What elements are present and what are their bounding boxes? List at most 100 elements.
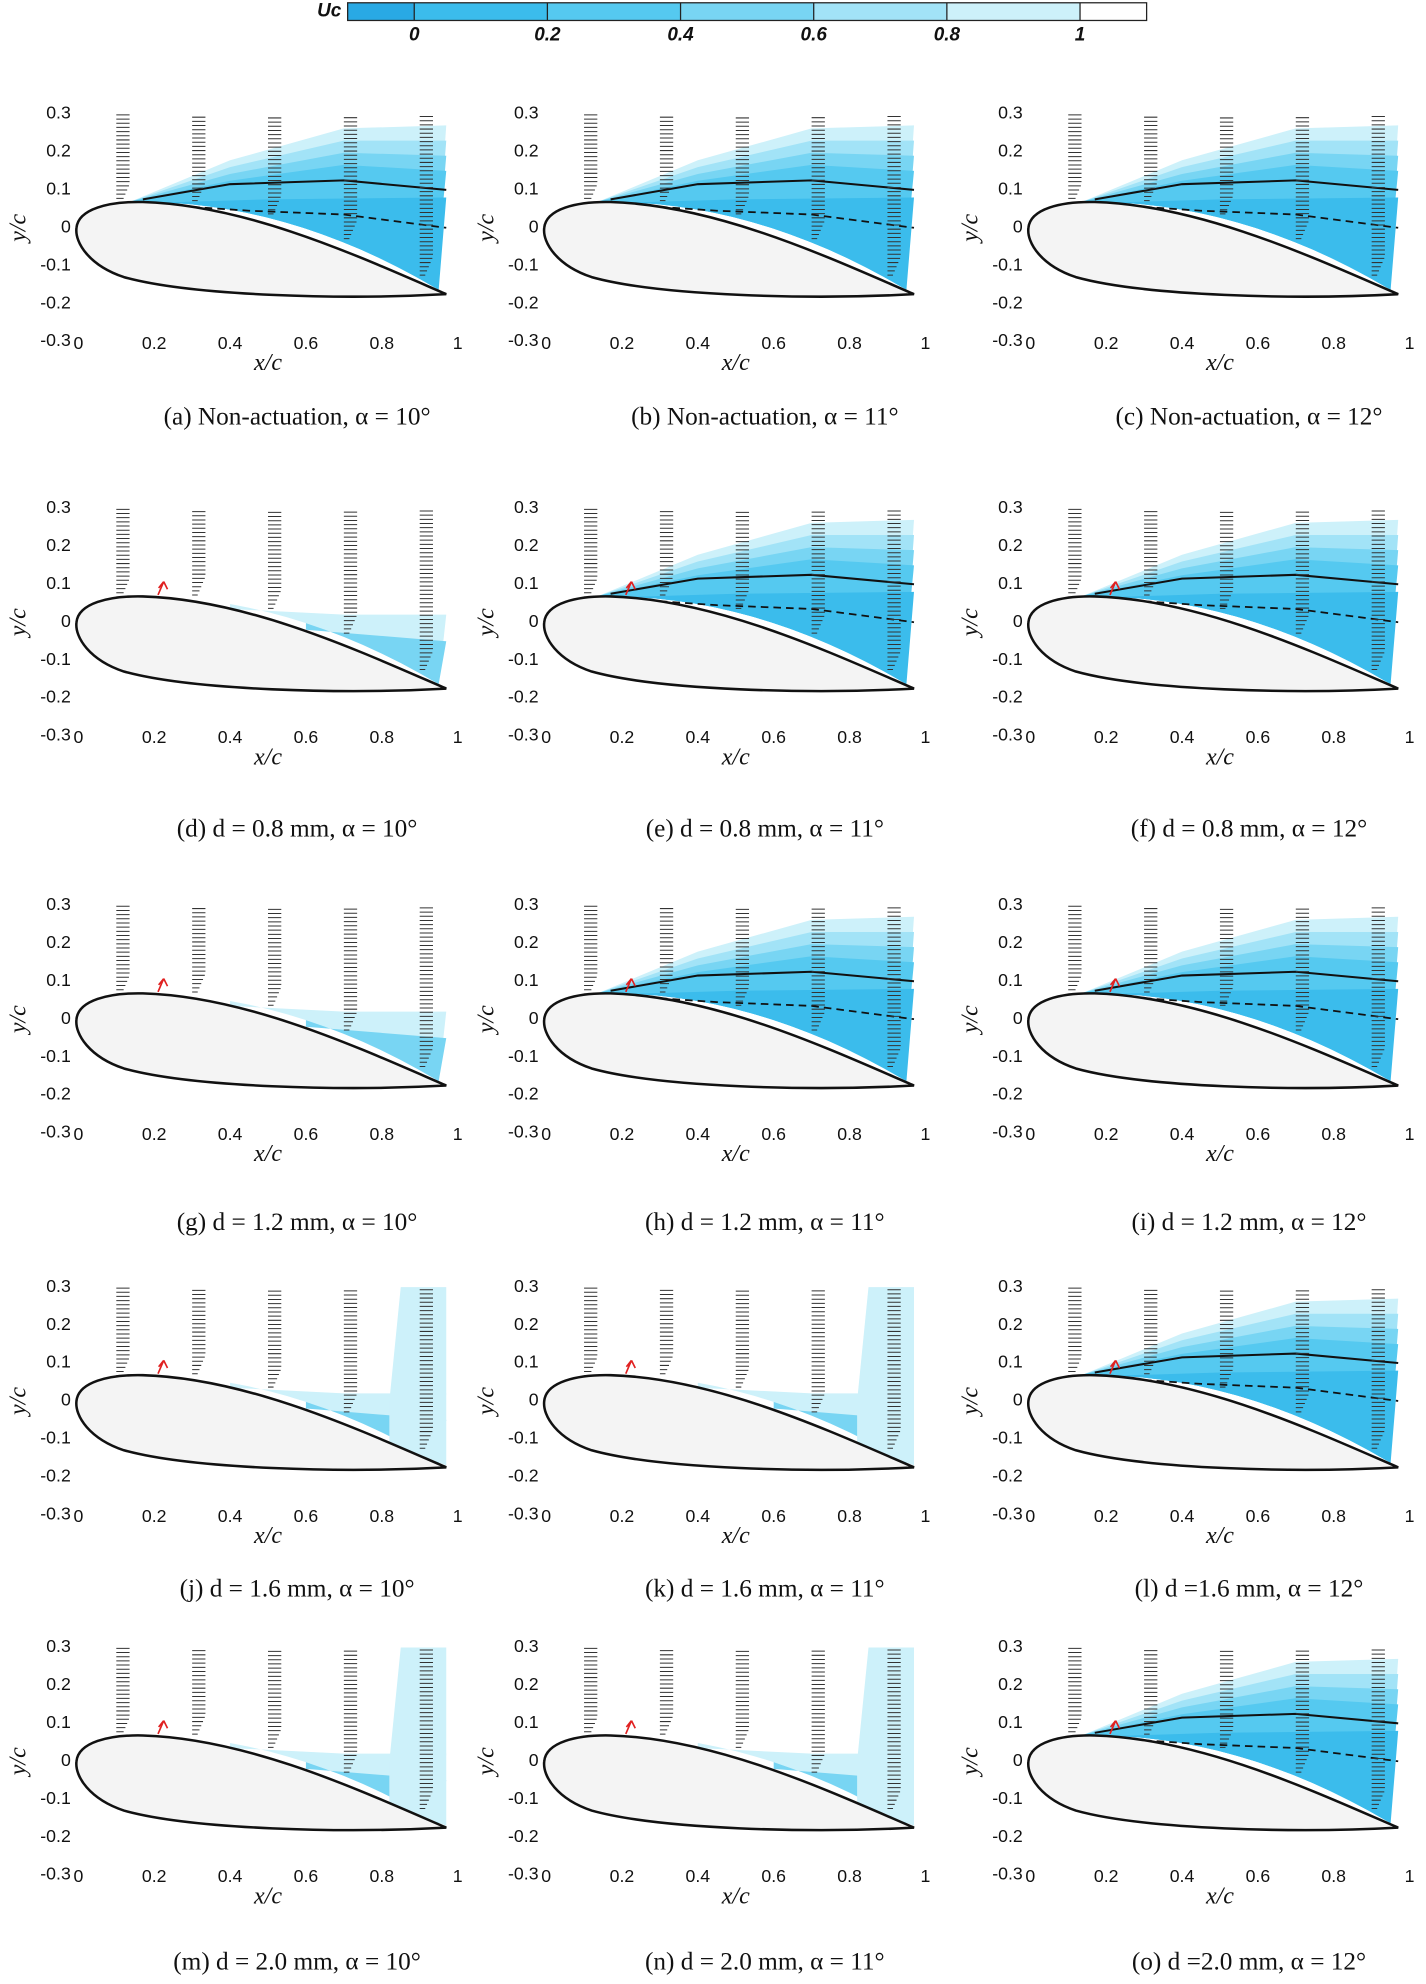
airfoil	[542, 992, 915, 1090]
y-axis-label: y/c	[6, 1747, 32, 1777]
x-tick-label: 0.2	[610, 1506, 635, 1526]
contour-core	[1106, 1730, 1399, 1824]
velocity-rake	[343, 117, 358, 240]
y-tick-label: -0.1	[992, 1046, 1022, 1066]
contour-level	[389, 1287, 447, 1466]
x-tick-label: 0	[1025, 1866, 1035, 1886]
colorbar-segment	[347, 2, 415, 21]
panel-caption: (n) d = 2.0 mm, α = 11°	[645, 1947, 885, 1975]
velocity-rake	[659, 908, 674, 993]
y-tick-label: -0.1	[992, 254, 1022, 274]
panel: 0 0.2 0.4 0.6 0.8 1 -0.3 -0.2 -0.1 0 0.1 0.2 0.3 x/c y…	[6, 1276, 463, 1603]
x-tick-label: 1	[1405, 333, 1415, 353]
velocity-rake	[735, 1290, 750, 1388]
velocity-rake	[1144, 1650, 1158, 1735]
colorbar-segment	[813, 2, 947, 21]
y-tick-label: 0.1	[46, 1352, 71, 1372]
y-tick-label: 0.3	[998, 497, 1023, 517]
velocity-rake	[584, 114, 598, 204]
velocity-rake	[268, 511, 282, 609]
contour-core	[621, 988, 915, 1082]
x-tick-label: 0.8	[369, 333, 394, 353]
x-tick-label: 0.4	[686, 333, 711, 353]
x-axis-label: x/c	[1205, 350, 1234, 376]
y-tick-label: 0.1	[46, 970, 71, 990]
x-tick-label: 0.6	[294, 333, 319, 353]
airfoil	[75, 595, 447, 693]
y-tick-label: 0.2	[46, 1674, 71, 1694]
y-tick-label: 0.1	[998, 1712, 1023, 1732]
y-axis-label: y/c	[473, 213, 499, 243]
y-tick-label: -0.2	[40, 1465, 70, 1485]
contour-core	[1106, 1370, 1399, 1463]
velocity-rake	[1144, 908, 1158, 993]
y-tick-label: -0.3	[40, 1864, 71, 1884]
y-tick-label: 0.2	[998, 535, 1023, 555]
y-axis-label: y/c	[958, 1005, 984, 1035]
zero-line	[1106, 597, 1399, 624]
airfoil	[1027, 200, 1399, 298]
x-tick-label: 1	[453, 333, 463, 353]
x-tick-label: 0.6	[294, 1866, 319, 1886]
colorbar-tick-label: 0	[409, 25, 420, 46]
contour-core	[1106, 197, 1399, 290]
y-axis-label: y/c	[6, 213, 32, 243]
x-tick-label: 0.8	[369, 1866, 394, 1886]
y-tick-label: 0	[1013, 611, 1023, 631]
x-tick-label: 0	[73, 1506, 83, 1526]
y-tick-label: 0.2	[514, 1674, 539, 1694]
colorbar-tick-label: 0.8	[934, 25, 961, 46]
panel-caption: (c) Non-actuation, α = 12°	[1116, 402, 1383, 430]
y-tick-label: -0.2	[992, 292, 1022, 312]
contour-core	[1106, 988, 1399, 1082]
x-tick-label: 0.2	[142, 727, 167, 747]
zero-line	[154, 203, 447, 229]
contour-level	[1083, 1698, 1399, 1821]
x-tick-label: 0.2	[142, 1124, 167, 1144]
panel: 0 0.2 0.4 0.6 0.8 1 -0.3 -0.2 -0.1 0 0.1 0.2 0.3 x/c y…	[958, 1636, 1415, 1975]
panel: 0 0.2 0.4 0.6 0.8 1 -0.3 -0.2 -0.1 0 0.1 0.2 0.3 x/c y…	[473, 103, 930, 431]
colorbar-frame	[347, 2, 1148, 22]
velocity-rake	[268, 908, 282, 1006]
velocity-rake	[1068, 508, 1082, 598]
velocity-rake	[659, 1289, 674, 1375]
shear-line	[610, 573, 915, 595]
y-tick-label: -0.1	[40, 1046, 70, 1066]
x-tick-label: 1	[920, 333, 930, 353]
panel: 0 0.2 0.4 0.6 0.8 1 -0.3 -0.2 -0.1 0 0.1 0.2 0.3 x/c y…	[473, 1636, 930, 1975]
y-tick-label: -0.1	[40, 649, 70, 669]
x-tick-label: 0.4	[1170, 1124, 1195, 1144]
y-tick-label: 0.2	[998, 1314, 1023, 1334]
y-tick-label: 0.3	[514, 1276, 539, 1296]
panel: 0 0.2 0.4 0.6 0.8 1 -0.3 -0.2 -0.1 0 0.1 0.2 0.3 x/c y…	[6, 497, 463, 842]
y-tick-label: 0.3	[46, 497, 71, 517]
y-tick-label: 0.2	[514, 1314, 539, 1334]
contour-core	[621, 197, 915, 290]
y-tick-label: -0.1	[508, 1788, 538, 1808]
velocity-rake	[1371, 116, 1385, 276]
velocity-rake	[343, 1290, 358, 1413]
y-axis-label: y/c	[958, 608, 984, 638]
y-tick-label: 0.3	[514, 497, 539, 517]
y-tick-label: -0.2	[508, 1084, 538, 1104]
contour-level	[599, 956, 915, 1079]
panel: 0 0.2 0.4 0.6 0.8 1 -0.3 -0.2 -0.1 0 0.1 0.2 0.3 x/c y…	[473, 497, 930, 842]
x-tick-label: 0.2	[1094, 1866, 1119, 1886]
zero-line	[1106, 1736, 1399, 1763]
velocity-rake	[1219, 511, 1234, 609]
y-tick-label: 0.2	[514, 141, 539, 161]
y-tick-label: 0.1	[46, 573, 71, 593]
velocity-rake	[1144, 116, 1158, 202]
y-axis-label: y/c	[958, 1387, 984, 1417]
x-tick-label: 0.2	[1094, 1124, 1119, 1144]
y-tick-label: -0.1	[508, 254, 538, 274]
velocity-rake	[1295, 117, 1310, 240]
x-tick-label: 0.2	[1094, 1506, 1119, 1526]
x-tick-label: 0	[541, 333, 551, 353]
x-tick-label: 1	[920, 1506, 930, 1526]
y-tick-label: 0	[529, 611, 539, 631]
x-tick-label: 0.8	[369, 727, 394, 747]
y-tick-label: -0.2	[40, 292, 70, 312]
velocity-rake	[887, 1649, 901, 1810]
colorbar-tick-label: 0.4	[667, 25, 694, 46]
